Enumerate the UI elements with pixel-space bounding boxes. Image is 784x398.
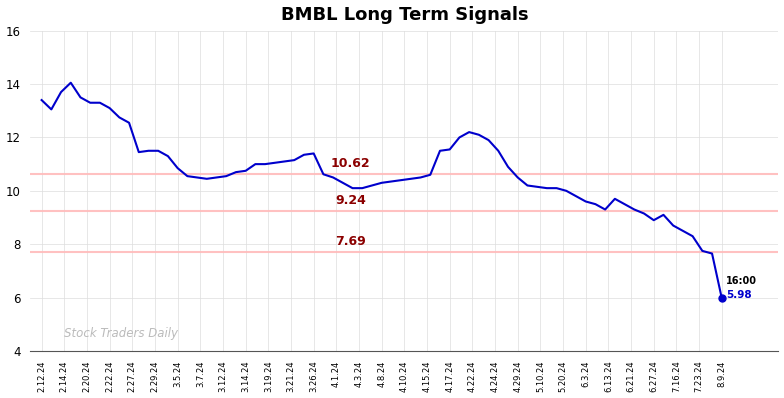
Title: BMBL Long Term Signals: BMBL Long Term Signals	[281, 6, 528, 23]
Text: 9.24: 9.24	[336, 194, 366, 207]
Text: 16:00: 16:00	[726, 276, 757, 286]
Text: 7.69: 7.69	[336, 236, 366, 248]
Text: 10.62: 10.62	[331, 157, 371, 170]
Text: Stock Traders Daily: Stock Traders Daily	[64, 327, 178, 340]
Text: 5.98: 5.98	[726, 291, 752, 300]
